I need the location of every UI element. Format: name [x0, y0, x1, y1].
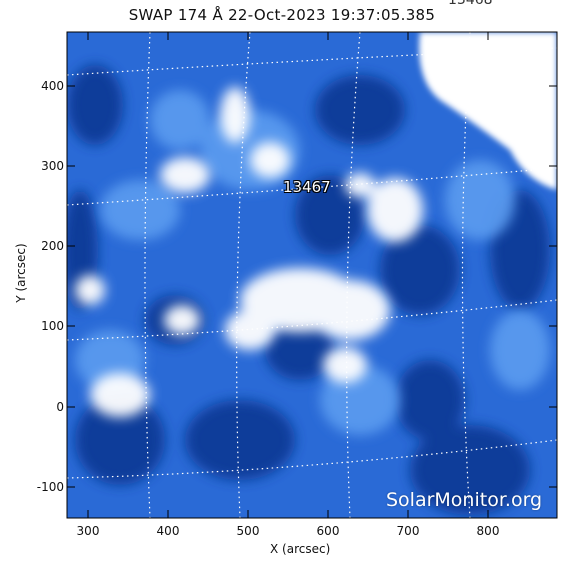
- heliographic-grid: [67, 32, 557, 518]
- y-axis-title: Y (arcsec): [14, 243, 28, 303]
- active-region-label: 13467: [283, 178, 331, 196]
- euv-image: [67, 32, 557, 518]
- y-tick-label: 0: [56, 400, 64, 414]
- watermark: SolarMonitor.org: [386, 489, 543, 511]
- y-tick-label: -100: [36, 480, 64, 494]
- x-tick-label: 700: [396, 524, 420, 538]
- x-tick-label: 500: [236, 524, 260, 538]
- plot-frame: [66, 31, 558, 519]
- y-tick-label: 300: [41, 159, 64, 173]
- title-overflow-label: 13468: [448, 0, 493, 8]
- x-tick-label: 800: [476, 524, 500, 538]
- x-tick-label: 300: [76, 524, 100, 538]
- page-title: SWAP 174 Å 22-Oct-2023 19:37:05.385: [128, 6, 436, 24]
- y-tick-label: 100: [41, 319, 64, 333]
- x-tick-label: 400: [156, 524, 180, 538]
- x-tick-label: 600: [316, 524, 340, 538]
- x-axis-title: X (arcsec): [270, 542, 331, 556]
- y-tick-label: 400: [41, 79, 64, 93]
- y-tick-label: 200: [41, 239, 64, 253]
